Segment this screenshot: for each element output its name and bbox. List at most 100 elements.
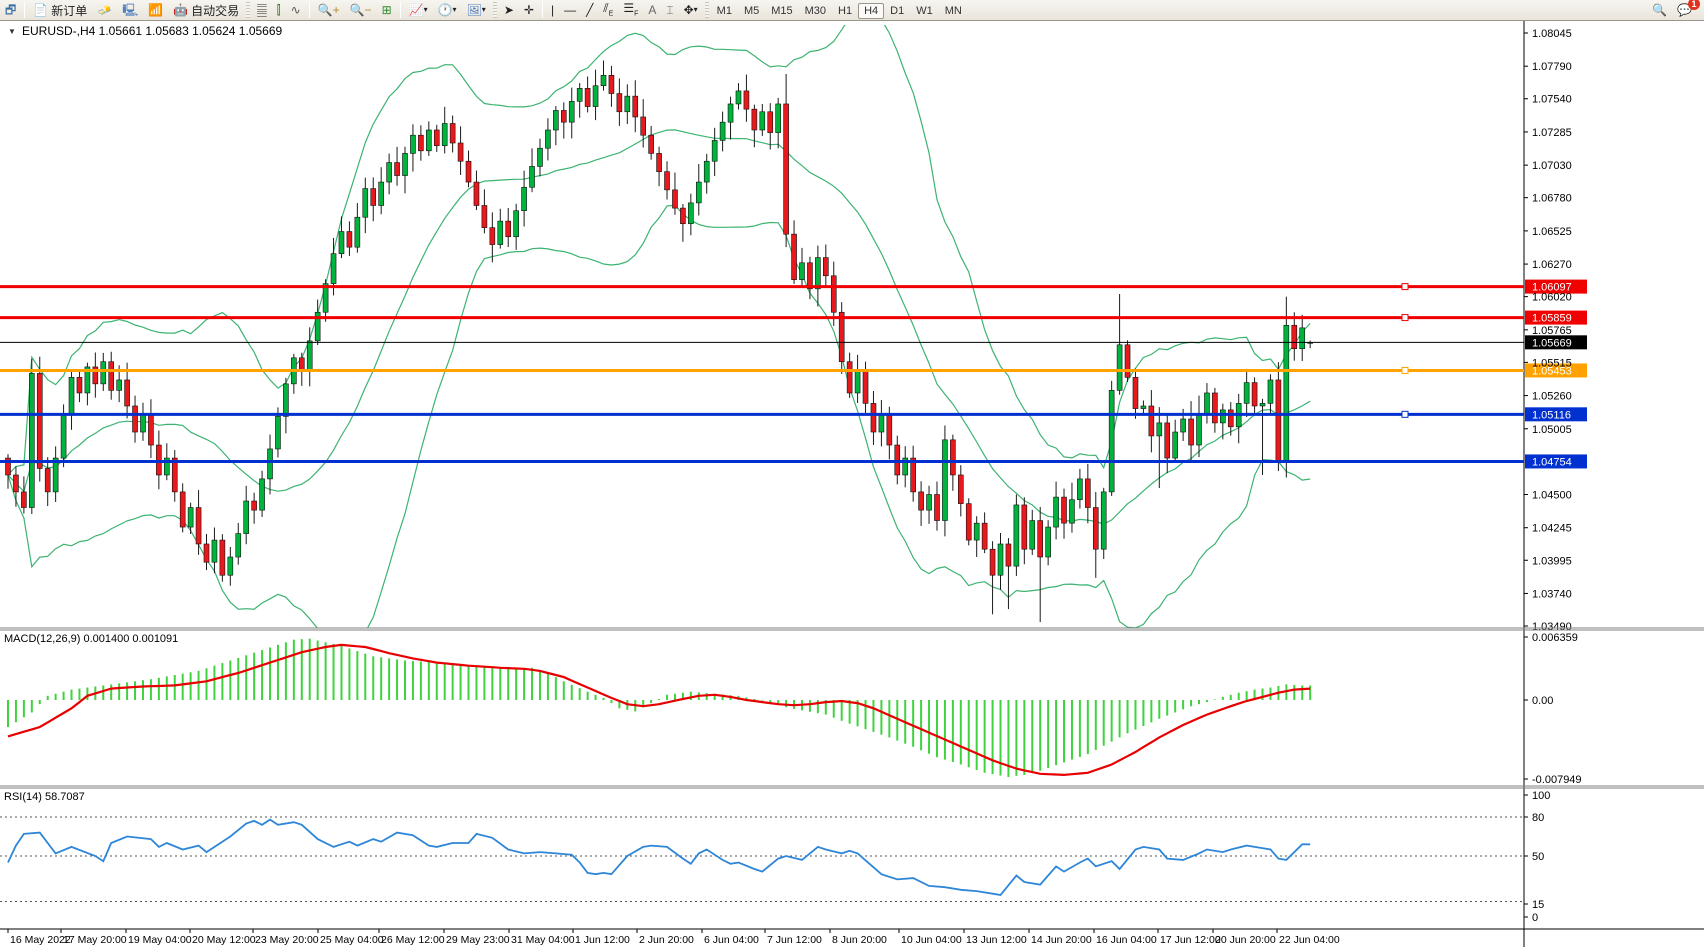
- line-handle[interactable]: [1401, 410, 1409, 418]
- toolbar-grip[interactable]: [246, 2, 251, 18]
- toolbar-grip[interactable]: [704, 2, 709, 18]
- terminal-icon[interactable]: 🖳: [122, 3, 139, 17]
- line-chart-icon: ∿: [290, 3, 301, 17]
- autotrading-icon: 🤖: [173, 3, 189, 17]
- hline-tool-button[interactable]: —: [560, 1, 580, 20]
- chart-area[interactable]: 1.06097 1.05859 1.05669 1.05453 1.05116 1.047…: [0, 21, 1704, 947]
- chevron-down-icon: ▾: [452, 5, 457, 14]
- signals-icon[interactable]: 📶: [148, 3, 164, 17]
- line-handle[interactable]: [1401, 366, 1409, 374]
- bull-candle: [1053, 496, 1059, 528]
- cursor-tool-button[interactable]: ➤: [500, 1, 518, 20]
- price-axis-label: 1.04245: [1532, 523, 1572, 535]
- time-axis-label: 25 May 04:00: [320, 934, 384, 946]
- timeframe-m1-button[interactable]: M1: [716, 5, 732, 17]
- macd-axis-label: -0.007949: [1532, 774, 1582, 786]
- time-axis-label: 13 Jun 12:00: [966, 934, 1027, 946]
- bar-chart-mode-button[interactable]: 𝄛: [253, 1, 271, 20]
- bull-candle: [703, 160, 710, 183]
- chevron-down-icon: ▾: [481, 5, 486, 14]
- chart-window-icon[interactable]: 🗗: [5, 3, 17, 17]
- rsi-axis-label: 100: [1532, 790, 1550, 802]
- tile-windows-button[interactable]: ⊞: [378, 1, 396, 20]
- bear-candle: [664, 171, 670, 191]
- bear-candle: [918, 491, 924, 511]
- bear-candle: [124, 379, 130, 407]
- bull-candle: [52, 457, 59, 493]
- chevron-down-icon: ▾: [693, 5, 698, 14]
- fibonacci-tool-button[interactable]: ☰F: [619, 1, 642, 20]
- toolbar-grip[interactable]: [492, 2, 497, 18]
- price-axis-label: 1.08045: [1532, 28, 1572, 40]
- timeframe-h1-button[interactable]: H1: [838, 5, 853, 17]
- zoom-out-button[interactable]: 🔍−: [346, 1, 376, 20]
- market-watch-icon[interactable]: 🧈: [97, 3, 113, 17]
- bear-candle: [648, 134, 654, 154]
- crosshair-tool-button[interactable]: ✛: [520, 1, 538, 20]
- time-axis-label: 23 May 20:00: [255, 934, 319, 946]
- bear-candle: [457, 142, 464, 162]
- bear-candle: [1132, 377, 1139, 409]
- indicators-button[interactable]: 📈 ▾: [405, 1, 432, 20]
- templates-button[interactable]: 🖼 ▾: [463, 1, 490, 20]
- new-order-button[interactable]: 📄 新订单: [33, 3, 88, 18]
- bull-candle: [600, 75, 607, 87]
- bear-candle: [1164, 422, 1171, 459]
- bear-candle: [418, 134, 424, 152]
- arrows-tool-button[interactable]: ✥ ▾: [680, 1, 702, 20]
- timeframe-h4-button[interactable]: H4: [858, 3, 885, 19]
- bull-candle: [60, 413, 67, 459]
- trendline-tool-button[interactable]: ╱: [582, 1, 597, 20]
- rsi-axis-label: 15: [1532, 899, 1544, 911]
- bull-candle: [410, 134, 416, 154]
- text-tool-button[interactable]: A: [644, 1, 660, 20]
- bull-candle: [1283, 324, 1290, 463]
- toolbar-separator: [24, 2, 26, 18]
- bear-candle: [1227, 409, 1234, 428]
- price-axis-label: 1.07285: [1532, 127, 1572, 139]
- price-tag-label: 1.06097: [1532, 282, 1572, 294]
- timeframe-m5-button[interactable]: M5: [743, 5, 760, 17]
- timeframe-m15-button[interactable]: M15: [771, 5, 793, 17]
- bull-candle: [227, 556, 234, 576]
- bear-candle: [449, 123, 456, 144]
- channel-tool-button[interactable]: ⫽E: [599, 1, 617, 20]
- timeframe-w1-button[interactable]: W1: [916, 5, 933, 17]
- search-button[interactable]: 🔍: [1648, 1, 1671, 20]
- bull-candle: [314, 311, 321, 342]
- bear-candle: [346, 231, 353, 248]
- vertical-line-icon: |: [550, 3, 555, 17]
- periods-button[interactable]: 🕐 ▾: [434, 1, 461, 20]
- line-chart-mode-button[interactable]: ∿: [287, 1, 305, 20]
- fibonacci-icon: ☰F: [623, 1, 639, 18]
- bollinger-lower-band: [7, 204, 1311, 628]
- price-axis-label: 1.06270: [1532, 259, 1572, 271]
- candle-chart-mode-button[interactable]: ⫿: [273, 1, 285, 20]
- price-tag-label: 1.05116: [1532, 409, 1571, 421]
- autotrading-button[interactable]: 🤖 自动交易: [173, 3, 240, 18]
- bull-candle: [116, 379, 122, 391]
- price-axis-label: 1.06020: [1532, 292, 1572, 304]
- bull-candle: [1299, 327, 1306, 350]
- time-axis-label: 19 May 04:00: [128, 934, 192, 946]
- timeframe-m30-button[interactable]: M30: [804, 5, 827, 17]
- timeframe-d1-button[interactable]: D1: [890, 5, 905, 17]
- chat-button[interactable]: 💬 1: [1673, 0, 1700, 20]
- price-axis-label: 1.06780: [1532, 193, 1572, 205]
- zoom-in-button[interactable]: 🔍+: [314, 1, 344, 20]
- timeframe-mn-button[interactable]: MN: [944, 5, 962, 17]
- time-axis-label: 17 Jun 12:00: [1160, 934, 1221, 946]
- text-label-tool-button[interactable]: ⌶: [662, 1, 677, 20]
- bull-candle: [775, 103, 781, 133]
- bull-candle: [735, 90, 742, 105]
- bear-candle: [219, 539, 226, 576]
- line-handle[interactable]: [1401, 283, 1409, 291]
- clock-icon: 🕐: [437, 3, 453, 17]
- vline-tool-button[interactable]: |: [547, 1, 558, 20]
- line-handle[interactable]: [1401, 314, 1409, 322]
- price-tag: [1525, 279, 1587, 294]
- bull-candle: [1108, 390, 1115, 493]
- bull-candle: [711, 140, 718, 162]
- trendline-icon: ╱: [586, 3, 594, 17]
- bear-candle: [489, 227, 496, 245]
